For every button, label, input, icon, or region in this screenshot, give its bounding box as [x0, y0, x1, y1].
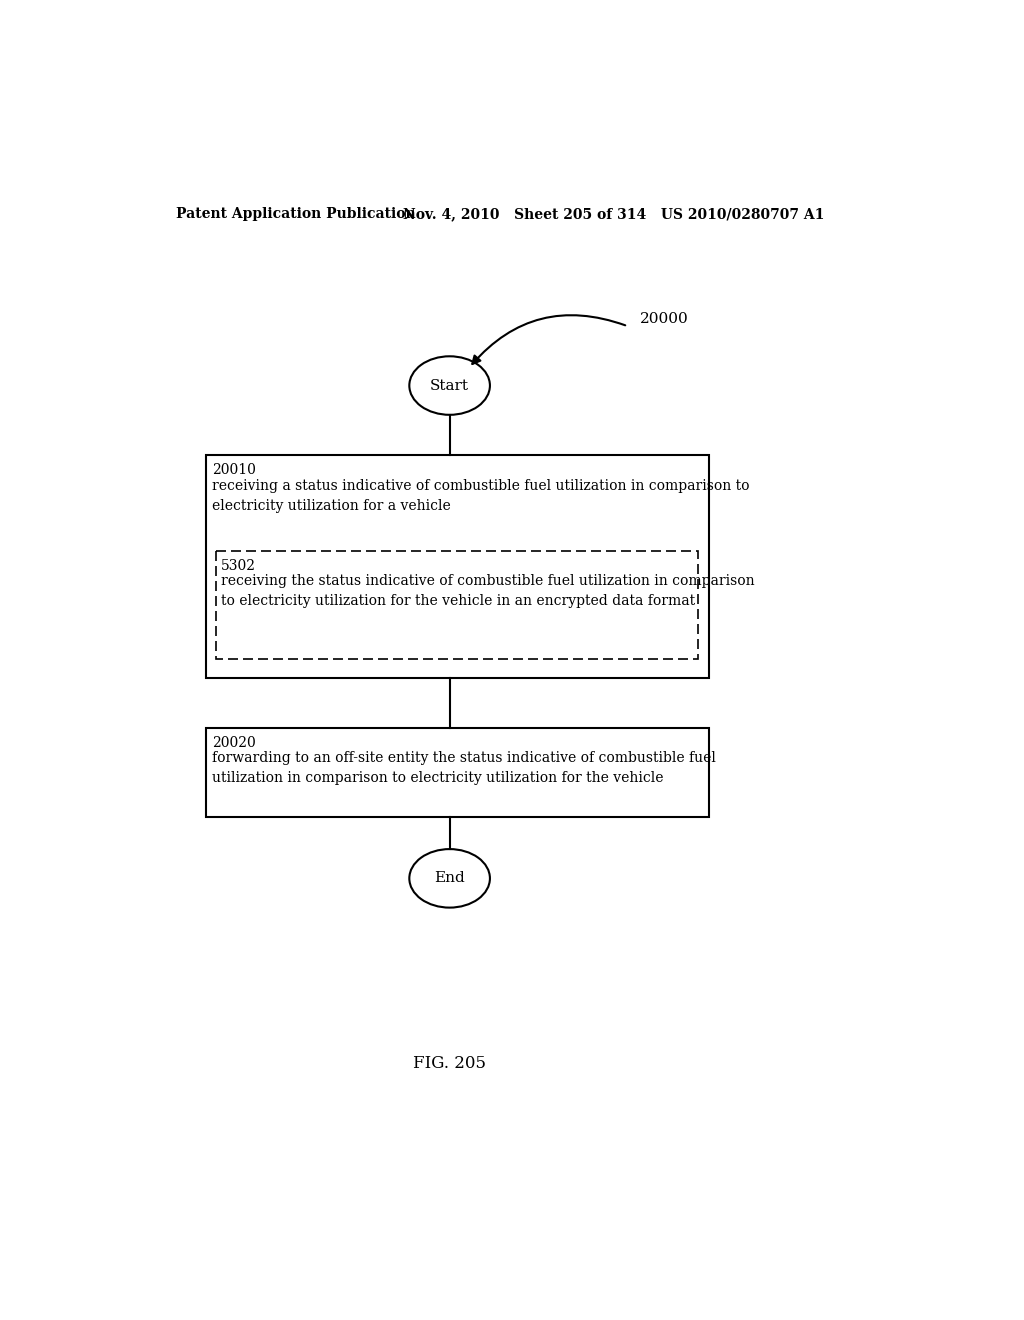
Text: receiving a status indicative of combustible fuel utilization in comparison to
e: receiving a status indicative of combust…	[212, 479, 750, 513]
Text: Nov. 4, 2010   Sheet 205 of 314   US 2010/0280707 A1: Nov. 4, 2010 Sheet 205 of 314 US 2010/02…	[403, 207, 824, 220]
Text: forwarding to an off-site entity the status indicative of combustible fuel
utili: forwarding to an off-site entity the sta…	[212, 751, 716, 785]
Bar	[206, 729, 710, 817]
Text: receiving the status indicative of combustible fuel utilization in comparison
to: receiving the status indicative of combu…	[221, 574, 755, 607]
Text: 20010: 20010	[212, 462, 256, 477]
Bar	[216, 552, 698, 659]
Text: End: End	[434, 871, 465, 886]
Text: 20000: 20000	[640, 312, 688, 326]
Bar	[206, 455, 710, 678]
FancyArrowPatch shape	[472, 315, 626, 364]
Text: 20020: 20020	[212, 737, 255, 750]
Text: FIG. 205: FIG. 205	[413, 1055, 486, 1072]
Text: 5302: 5302	[221, 558, 256, 573]
Text: Patent Application Publication: Patent Application Publication	[176, 207, 416, 220]
Text: Start: Start	[430, 379, 469, 392]
